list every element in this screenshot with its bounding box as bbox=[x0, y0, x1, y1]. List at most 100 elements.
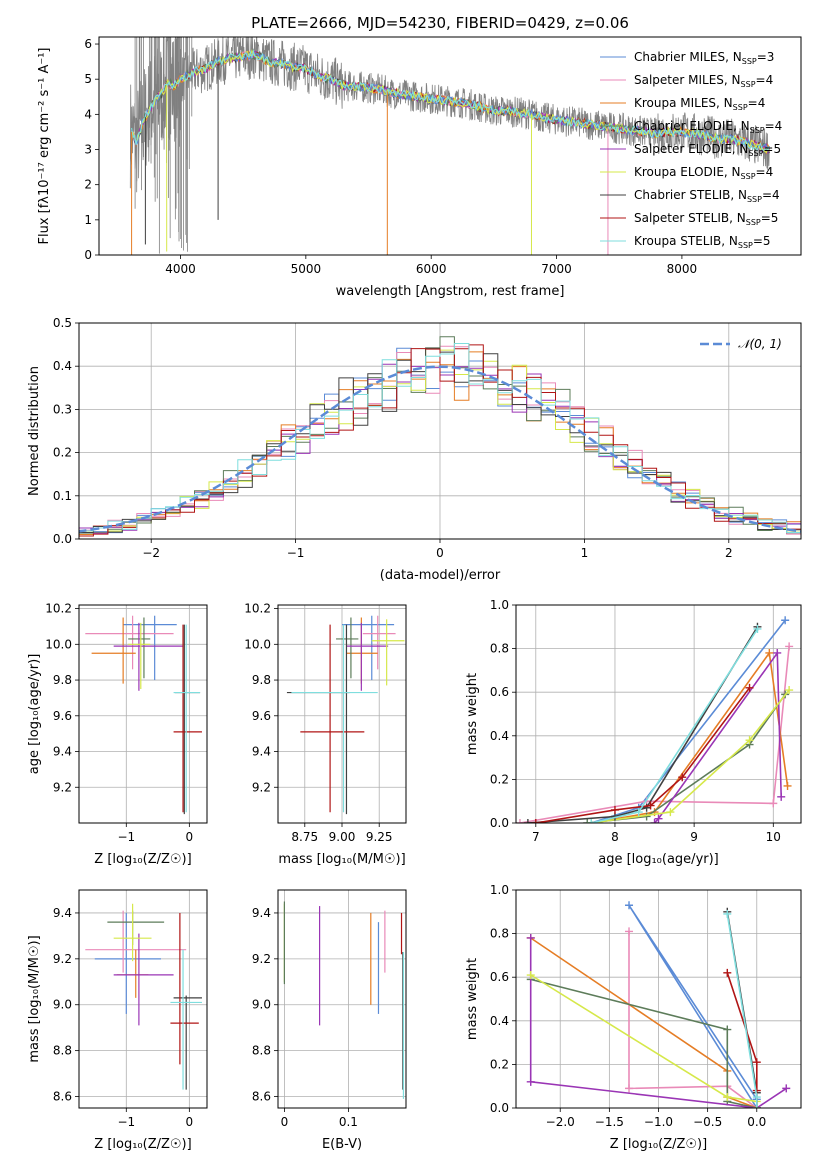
plus-marker bbox=[625, 901, 634, 910]
plus-marker bbox=[785, 686, 794, 695]
y-tick-label: 5 bbox=[84, 72, 92, 86]
axes-frame bbox=[277, 604, 407, 824]
mass-weight-line bbox=[591, 689, 790, 823]
y-tick-label: 0.8 bbox=[490, 642, 509, 656]
y-tick-label: 10.2 bbox=[244, 602, 271, 616]
mass-weight-line bbox=[530, 978, 757, 1108]
axes-frame bbox=[78, 322, 802, 540]
y-tick-label: 9.0 bbox=[252, 998, 271, 1012]
y-tick-label: 9.2 bbox=[53, 952, 72, 966]
y-tick-label: 8.8 bbox=[252, 1044, 271, 1058]
y-tick-label: 9.4 bbox=[53, 906, 72, 920]
legend-label: Chabrier ELODIE, NSSP=4 bbox=[634, 119, 782, 135]
axes-frame bbox=[98, 36, 802, 256]
plus-marker bbox=[516, 819, 524, 823]
x-tick-label: 0.0 bbox=[747, 1115, 766, 1129]
plus-marker bbox=[753, 624, 762, 633]
plus-marker bbox=[752, 1093, 761, 1102]
plus-marker bbox=[723, 909, 732, 918]
plus-marker bbox=[650, 819, 659, 823]
x-tick-label: 0 bbox=[281, 1115, 289, 1129]
axes-spectrum: 4000 5000 6000 7000 8000 0 1 2 3 4 5 6 wavelength [A… bbox=[37, 36, 802, 299]
y-tick-label: 10.0 bbox=[45, 637, 72, 651]
legend-label: Chabrier STELIB, NSSP=4 bbox=[634, 188, 780, 204]
x-tick-label: 7000 bbox=[541, 262, 572, 276]
x-tick-label: −1 bbox=[287, 546, 305, 560]
y-tick-label: 0.0 bbox=[53, 532, 72, 546]
mass-weight-line bbox=[519, 646, 790, 823]
y-tick-label: 9.4 bbox=[252, 906, 271, 920]
x-axis-label: age [log₁₀(age/yr)] bbox=[598, 852, 719, 867]
x-axis-label: mass [log₁₀(M/M☉)] bbox=[278, 852, 405, 867]
axes-frame bbox=[277, 889, 407, 1109]
plus-marker bbox=[773, 648, 782, 657]
plot-area-age_vs_Z bbox=[85, 615, 202, 815]
y-tick-label: 0.2 bbox=[490, 1057, 509, 1071]
plus-marker bbox=[765, 648, 774, 657]
y-tick-label: 10.0 bbox=[244, 637, 271, 651]
y-tick-label: 9.4 bbox=[53, 745, 72, 759]
x-axis-label: Z [log₁₀(Z/Z☉)] bbox=[94, 1137, 191, 1152]
plus-marker bbox=[745, 736, 754, 745]
plus-marker bbox=[625, 927, 634, 936]
mass-weight-line bbox=[653, 650, 782, 823]
axes-mw_vs_age: 7 8 9 10 0.0 0.2 0.4 0.6 0.8 1.0 age [log₁₀(age/yr… bbox=[465, 598, 802, 867]
y-tick-label: 8.8 bbox=[53, 1044, 72, 1058]
y-tick-label: 9.4 bbox=[252, 745, 271, 759]
x-axis-label: E(B-V) bbox=[322, 1137, 362, 1152]
x-tick-label: 6000 bbox=[416, 262, 447, 276]
axes-frame bbox=[515, 889, 802, 1109]
axes-mass_vs_Z: −1 0 8.6 8.8 9.0 9.2 9.4 Z [log₁₀(Z/Z☉)] mass [l… bbox=[27, 889, 208, 1152]
legend-label: Salpeter ELODIE, NSSP=5 bbox=[634, 142, 781, 158]
x-tick-label: −0.5 bbox=[693, 1115, 722, 1129]
y-tick-label: 0.5 bbox=[53, 316, 72, 330]
x-tick-label: 9.00 bbox=[329, 830, 356, 844]
y-tick-label: 10.2 bbox=[45, 602, 72, 616]
mass-weight-line bbox=[530, 937, 758, 1108]
figure-title: PLATE=2666, MJD=54230, FIBERID=0429, z=0… bbox=[251, 14, 629, 32]
x-tick-label: −1 bbox=[117, 1115, 135, 1129]
y-tick-label: 9.0 bbox=[53, 998, 72, 1012]
y-tick-label: 0.6 bbox=[490, 685, 509, 699]
x-tick-label: −1.5 bbox=[595, 1115, 624, 1129]
plus-marker bbox=[769, 799, 778, 808]
plus-marker bbox=[526, 1077, 535, 1086]
y-tick-label: 0.0 bbox=[490, 1101, 509, 1115]
x-tick-label: 1 bbox=[581, 546, 589, 560]
y-tick-label: 9.2 bbox=[252, 780, 271, 794]
axes-age_vs_mass: 8.75 9.00 9.25 9.2 9.4 9.6 9.8 10.0 10.2 mass [lo… bbox=[244, 602, 407, 867]
legend-label: Kroupa STELIB, NSSP=5 bbox=[634, 234, 771, 250]
plus-marker bbox=[752, 1104, 761, 1108]
plus-marker bbox=[634, 808, 643, 817]
x-tick-label: −1.0 bbox=[644, 1115, 673, 1129]
plot-area-age_vs_mass bbox=[286, 615, 405, 815]
plus-marker bbox=[723, 1093, 732, 1102]
residual-histogram bbox=[79, 347, 801, 539]
x-axis-label: (data-model)/error bbox=[380, 568, 501, 583]
plus-marker bbox=[526, 971, 535, 980]
y-axis-label: mass [log₁₀(M/M☉)] bbox=[27, 935, 42, 1062]
y-tick-label: 9.8 bbox=[252, 673, 271, 687]
y-axis-label: mass weight bbox=[465, 958, 480, 1040]
axes-frame bbox=[78, 604, 208, 824]
plus-marker bbox=[745, 683, 754, 692]
x-tick-label: 0 bbox=[186, 1115, 194, 1129]
plus-marker bbox=[678, 773, 687, 782]
plus-marker bbox=[785, 642, 794, 651]
plot-area-mass_vs_Z bbox=[85, 903, 202, 1090]
x-tick-label: −1 bbox=[117, 830, 135, 844]
mass-weight-line bbox=[726, 972, 758, 1108]
plus-marker bbox=[583, 819, 592, 823]
y-tick-label: 9.8 bbox=[53, 673, 72, 687]
x-tick-label: 8 bbox=[611, 830, 619, 844]
x-tick-label: −2.0 bbox=[546, 1115, 575, 1129]
plus-marker bbox=[654, 814, 663, 823]
x-tick-label: 2 bbox=[725, 546, 733, 560]
legend-label: Kroupa ELODIE, NSSP=4 bbox=[634, 165, 773, 181]
residual-histogram bbox=[79, 344, 801, 537]
plus-marker bbox=[610, 805, 619, 814]
y-tick-label: 0.2 bbox=[53, 446, 72, 460]
x-tick-label: 0.1 bbox=[339, 1115, 358, 1129]
mass-weight-line bbox=[529, 938, 787, 1108]
